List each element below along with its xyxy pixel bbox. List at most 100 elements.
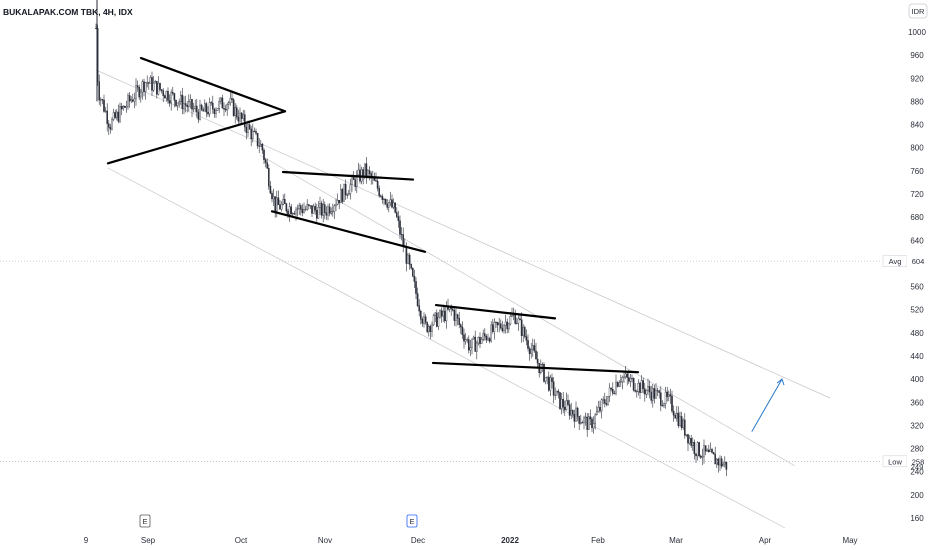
candle: [431, 321, 433, 337]
candle: [626, 372, 628, 386]
candle: [698, 441, 700, 458]
candle: [163, 94, 166, 99]
candle: [437, 311, 440, 330]
earnings-marker[interactable]: E: [139, 514, 151, 528]
candle: [112, 108, 115, 122]
y-tick-label: 760: [910, 167, 924, 176]
candle: [343, 183, 345, 202]
candle: [157, 76, 160, 96]
candle: [359, 164, 361, 184]
candle: [530, 342, 532, 359]
candle: [178, 98, 181, 108]
candle: [487, 333, 489, 342]
candle: [368, 166, 371, 181]
candle: [658, 389, 660, 399]
channel-line: [95, 69, 831, 399]
candle: [407, 252, 409, 264]
earnings-marker[interactable]: E: [406, 514, 418, 528]
rectangle-upper[interactable]: [281, 170, 415, 181]
candle: [173, 92, 176, 108]
candle: [376, 177, 379, 192]
projection-arrow[interactable]: [751, 378, 783, 432]
candle: [168, 94, 171, 107]
currency-button[interactable]: IDR: [908, 3, 928, 19]
candle: [520, 312, 523, 343]
candle: [303, 202, 305, 214]
candle: [616, 381, 619, 388]
candle: [631, 374, 633, 383]
candle: [277, 190, 280, 206]
candle: [325, 206, 328, 220]
candle: [138, 84, 141, 100]
candle: [125, 100, 128, 113]
candle: [312, 203, 315, 214]
candle: [423, 312, 425, 328]
candle: [308, 203, 310, 210]
candle: [588, 412, 590, 430]
rectangle-lower[interactable]: [270, 210, 427, 253]
candle: [258, 137, 261, 153]
candle: [200, 103, 203, 112]
x-tick-label: 9: [84, 536, 89, 545]
candle: [567, 394, 569, 407]
candle: [106, 103, 108, 132]
candle: [685, 434, 688, 437]
candle: [600, 398, 603, 419]
candle: [410, 263, 413, 270]
triangle-upper[interactable]: [139, 56, 287, 113]
candle: [107, 120, 110, 135]
candle: [634, 383, 636, 393]
y-tick-label: 200: [910, 491, 924, 500]
y-tick-label: 480: [910, 329, 924, 338]
candle: [162, 88, 165, 103]
y-tick-label: 640: [910, 236, 924, 245]
candle: [264, 157, 267, 168]
candle: [645, 389, 648, 398]
candle: [464, 333, 467, 345]
candle: [605, 396, 608, 407]
candle: [708, 444, 710, 453]
candle: [304, 205, 307, 212]
candle: [536, 351, 539, 369]
candle: [506, 318, 509, 334]
candle: [442, 304, 445, 322]
candle: [682, 418, 684, 430]
candle: [560, 393, 563, 415]
candle: [229, 90, 232, 106]
flag-lower[interactable]: [431, 361, 640, 374]
candle: [386, 199, 389, 211]
y-tick-label: 1000: [908, 28, 926, 37]
triangle-lower[interactable]: [106, 110, 287, 165]
candle: [300, 203, 302, 216]
flag-upper[interactable]: [434, 303, 557, 320]
candle: [199, 99, 201, 121]
candle: [392, 198, 395, 210]
candle: [354, 177, 357, 191]
candle: [490, 321, 493, 343]
candle: [357, 162, 360, 177]
candle: [151, 71, 153, 96]
candle: [429, 324, 432, 340]
candle: [234, 102, 237, 124]
candle: [596, 405, 598, 416]
candle: [517, 314, 520, 331]
candle: [356, 170, 358, 194]
candle: [618, 380, 620, 388]
y-tick-label: 160: [910, 514, 924, 523]
candle: [383, 198, 385, 206]
candle: [704, 445, 707, 456]
candle: [146, 75, 149, 88]
candle: [661, 400, 664, 407]
candle: [684, 412, 686, 439]
y-tick-label: 360: [910, 398, 924, 407]
candle: [133, 92, 136, 109]
candle: [671, 390, 673, 414]
candle: [301, 204, 304, 217]
candle: [556, 390, 558, 396]
candle: [599, 400, 601, 414]
candle: [319, 196, 321, 215]
y-tick-label: 920: [910, 74, 924, 83]
candle: [341, 187, 344, 204]
